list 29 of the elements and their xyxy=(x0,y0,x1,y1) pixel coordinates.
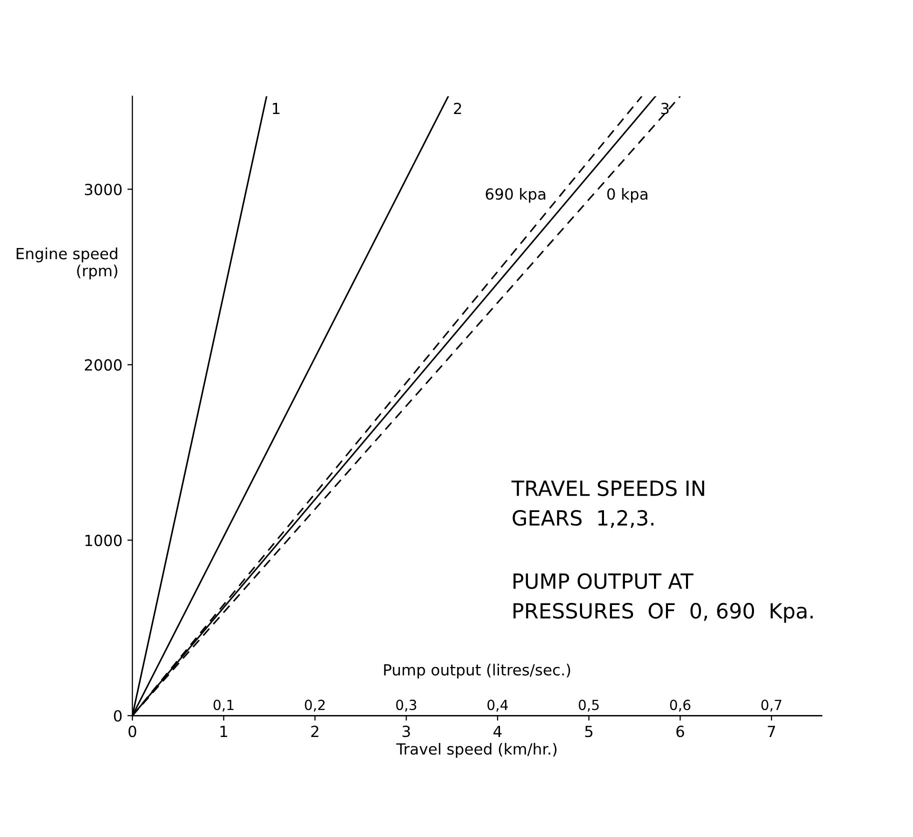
x-tick-label: 2 xyxy=(311,726,318,737)
y-tick-label: 2000 xyxy=(84,359,122,371)
x-tick-label: 5 xyxy=(585,726,592,738)
y-tick-label: 1000 xyxy=(85,534,122,546)
x2-tick-label: 0,7 xyxy=(761,700,782,712)
y-axis-title: Engine speed (rpm) xyxy=(16,248,118,280)
x2-axis-title: Pump output (litres/sec.) xyxy=(384,664,570,679)
x-tick-label: 7 xyxy=(768,726,776,737)
series-label: 2 xyxy=(454,102,462,114)
y-tick-label: 0 xyxy=(114,710,122,722)
x2-tick-label: 0,2 xyxy=(304,700,325,712)
annotation: PUMP OUTPUT AT PRESSURES OF 0, 690 Kpa. xyxy=(514,573,813,623)
x-tick-label: 1 xyxy=(220,726,228,737)
x2-tick-label: 0,3 xyxy=(396,700,416,712)
x2-tick-label: 0,5 xyxy=(578,700,599,712)
series-label: 0 kpa xyxy=(607,188,648,203)
x-tick-label: 0 xyxy=(128,726,136,738)
x-axis-title: Travel speed (km/hr.) xyxy=(396,742,556,758)
series-label: 3 xyxy=(661,102,669,114)
x2-tick-label: 0,1 xyxy=(214,700,234,712)
y-tick-label: 3000 xyxy=(84,184,122,196)
x2-tick-label: 0,4 xyxy=(487,700,508,712)
x2-tick-label: 0,6 xyxy=(670,700,690,712)
x-tick-label: 6 xyxy=(676,726,684,738)
series-label: 690 kpa xyxy=(486,188,546,203)
x-tick-label: 3 xyxy=(402,726,410,738)
series-label: 1 xyxy=(272,102,280,114)
annotation: TRAVEL SPEEDS IN GEARS 1,2,3. xyxy=(511,480,704,528)
x-tick-label: 4 xyxy=(493,726,502,737)
